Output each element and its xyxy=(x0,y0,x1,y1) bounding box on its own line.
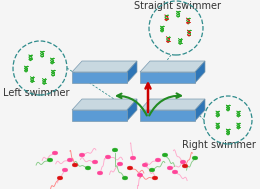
Polygon shape xyxy=(72,110,127,121)
Polygon shape xyxy=(72,61,137,72)
Polygon shape xyxy=(140,61,205,72)
Ellipse shape xyxy=(105,155,111,159)
Text: Straight swimmer: Straight swimmer xyxy=(134,1,222,11)
Ellipse shape xyxy=(172,170,178,174)
Polygon shape xyxy=(140,99,205,110)
Ellipse shape xyxy=(112,148,118,152)
Ellipse shape xyxy=(62,168,68,172)
Polygon shape xyxy=(127,61,137,83)
Text: Left swimmer: Left swimmer xyxy=(3,88,69,98)
Polygon shape xyxy=(72,99,137,110)
Ellipse shape xyxy=(122,176,128,180)
Polygon shape xyxy=(195,99,205,121)
Text: Right swimmer: Right swimmer xyxy=(182,140,256,150)
Ellipse shape xyxy=(97,171,103,175)
Ellipse shape xyxy=(57,176,63,180)
Ellipse shape xyxy=(142,163,148,167)
Ellipse shape xyxy=(127,166,133,170)
Ellipse shape xyxy=(182,164,188,168)
Ellipse shape xyxy=(52,151,58,155)
Ellipse shape xyxy=(72,163,78,167)
Ellipse shape xyxy=(79,153,85,157)
Polygon shape xyxy=(140,110,195,121)
Polygon shape xyxy=(195,61,205,83)
Ellipse shape xyxy=(192,156,198,160)
Ellipse shape xyxy=(85,166,91,170)
Polygon shape xyxy=(127,99,137,121)
Ellipse shape xyxy=(47,158,53,162)
Ellipse shape xyxy=(67,158,73,162)
Polygon shape xyxy=(140,72,195,83)
Ellipse shape xyxy=(117,162,123,166)
Ellipse shape xyxy=(92,160,98,164)
Ellipse shape xyxy=(137,173,143,177)
Ellipse shape xyxy=(167,166,173,170)
Ellipse shape xyxy=(130,156,136,160)
Ellipse shape xyxy=(152,176,158,180)
Ellipse shape xyxy=(162,153,168,157)
Polygon shape xyxy=(72,72,127,83)
Ellipse shape xyxy=(149,168,155,172)
Ellipse shape xyxy=(180,160,186,164)
Ellipse shape xyxy=(155,158,161,162)
